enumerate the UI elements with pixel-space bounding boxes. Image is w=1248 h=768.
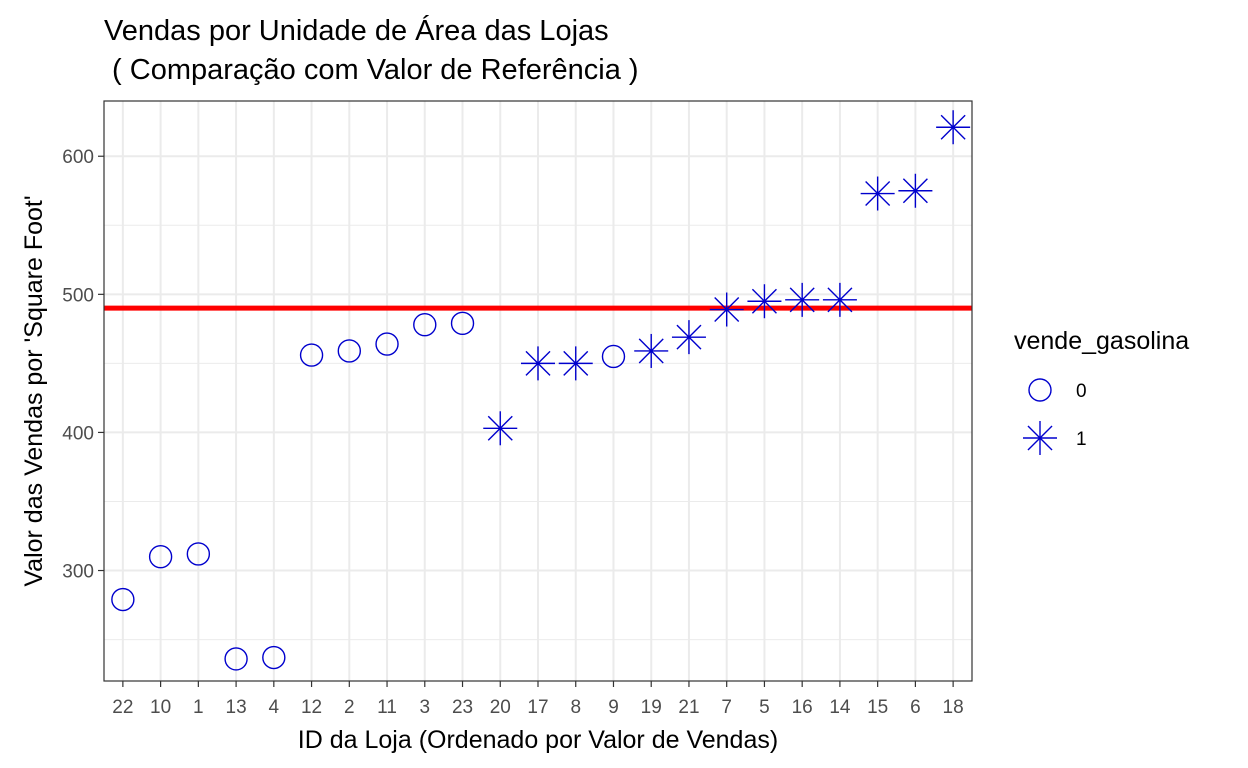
data-point-asterisk xyxy=(898,173,933,208)
chart-title-line2: ( Comparação com Valor de Referência ) xyxy=(104,54,639,86)
data-point-circle xyxy=(262,645,286,670)
data-point-asterisk xyxy=(709,292,744,327)
x-axis: 22 10 1 13 4 12 2 11 3 23 20 17 8 9 19 21 7 5 16 14 15 6 18 xyxy=(112,681,964,718)
x-tick-label: 13 xyxy=(226,697,247,718)
x-tick-label: 8 xyxy=(570,697,581,718)
data-point-circle xyxy=(148,545,173,569)
legend-key-circle xyxy=(1028,378,1052,402)
x-tick-label: 16 xyxy=(792,697,813,718)
x-tick-label: 10 xyxy=(150,697,171,718)
data-point-circle xyxy=(450,311,475,336)
plot-panel xyxy=(103,100,973,682)
chart-title-line1: Vendas por Unidade de Área das Lojas xyxy=(104,14,609,47)
x-tick-label: 12 xyxy=(301,697,322,718)
data-points xyxy=(111,110,971,671)
y-axis: 300 400 500 600 xyxy=(62,147,104,583)
x-tick-label: 23 xyxy=(452,697,473,718)
grid-major xyxy=(104,101,972,681)
data-point-circle xyxy=(299,343,324,367)
data-point-circle xyxy=(111,587,135,612)
y-axis-title: Valor das Vendas por 'Square Foot' xyxy=(20,195,48,586)
legend-item: 1 xyxy=(1023,421,1087,455)
x-tick-label: 4 xyxy=(269,697,280,718)
data-point-asterisk xyxy=(558,346,593,381)
x-tick-label: 3 xyxy=(419,697,430,718)
data-point-asterisk xyxy=(936,110,971,145)
x-tick-label: 9 xyxy=(608,697,619,718)
x-tick-label: 5 xyxy=(759,697,770,718)
x-tick-label: 20 xyxy=(490,697,511,718)
data-point-asterisk xyxy=(483,411,518,446)
data-point-asterisk xyxy=(860,176,895,211)
data-point-asterisk xyxy=(822,282,857,317)
legend-label: 0 xyxy=(1076,381,1087,402)
data-point-asterisk xyxy=(521,346,555,381)
data-point-circle xyxy=(375,332,399,356)
x-tick-label: 1 xyxy=(193,697,204,718)
x-tick-label: 21 xyxy=(678,697,699,718)
x-tick-label: 7 xyxy=(721,697,732,718)
x-axis-title: ID da Loja (Ordenado por Valor de Vendas… xyxy=(298,726,778,754)
legend-title: vende_gasolina xyxy=(1014,327,1189,355)
x-tick-label: 15 xyxy=(867,697,888,718)
x-tick-label: 2 xyxy=(344,697,355,718)
x-tick-label: 22 xyxy=(112,697,133,718)
legend-key-asterisk xyxy=(1023,421,1057,455)
data-point-asterisk xyxy=(634,333,669,368)
data-point-circle xyxy=(337,339,362,363)
y-tick-label: 400 xyxy=(62,423,94,444)
legend-items: 01 xyxy=(1023,378,1087,455)
legend: vende_gasolina 01 xyxy=(1014,327,1189,455)
legend-label: 1 xyxy=(1076,429,1087,450)
legend-item: 0 xyxy=(1028,378,1087,402)
y-tick-label: 600 xyxy=(62,147,94,168)
x-tick-label: 18 xyxy=(943,697,964,718)
data-point-asterisk xyxy=(785,282,820,317)
data-point-circle xyxy=(413,313,437,337)
data-point-asterisk xyxy=(747,284,782,319)
x-tick-label: 14 xyxy=(829,697,851,718)
data-point-circle xyxy=(186,542,211,566)
data-point-asterisk xyxy=(671,320,706,355)
y-tick-label: 300 xyxy=(62,562,94,583)
data-point-circle xyxy=(224,647,248,671)
y-tick-label: 500 xyxy=(62,285,94,306)
data-point-circle xyxy=(601,344,626,369)
x-tick-label: 11 xyxy=(377,697,397,718)
x-tick-label: 17 xyxy=(527,697,548,718)
x-tick-label: 19 xyxy=(641,697,662,718)
x-tick-label: 6 xyxy=(910,697,921,718)
